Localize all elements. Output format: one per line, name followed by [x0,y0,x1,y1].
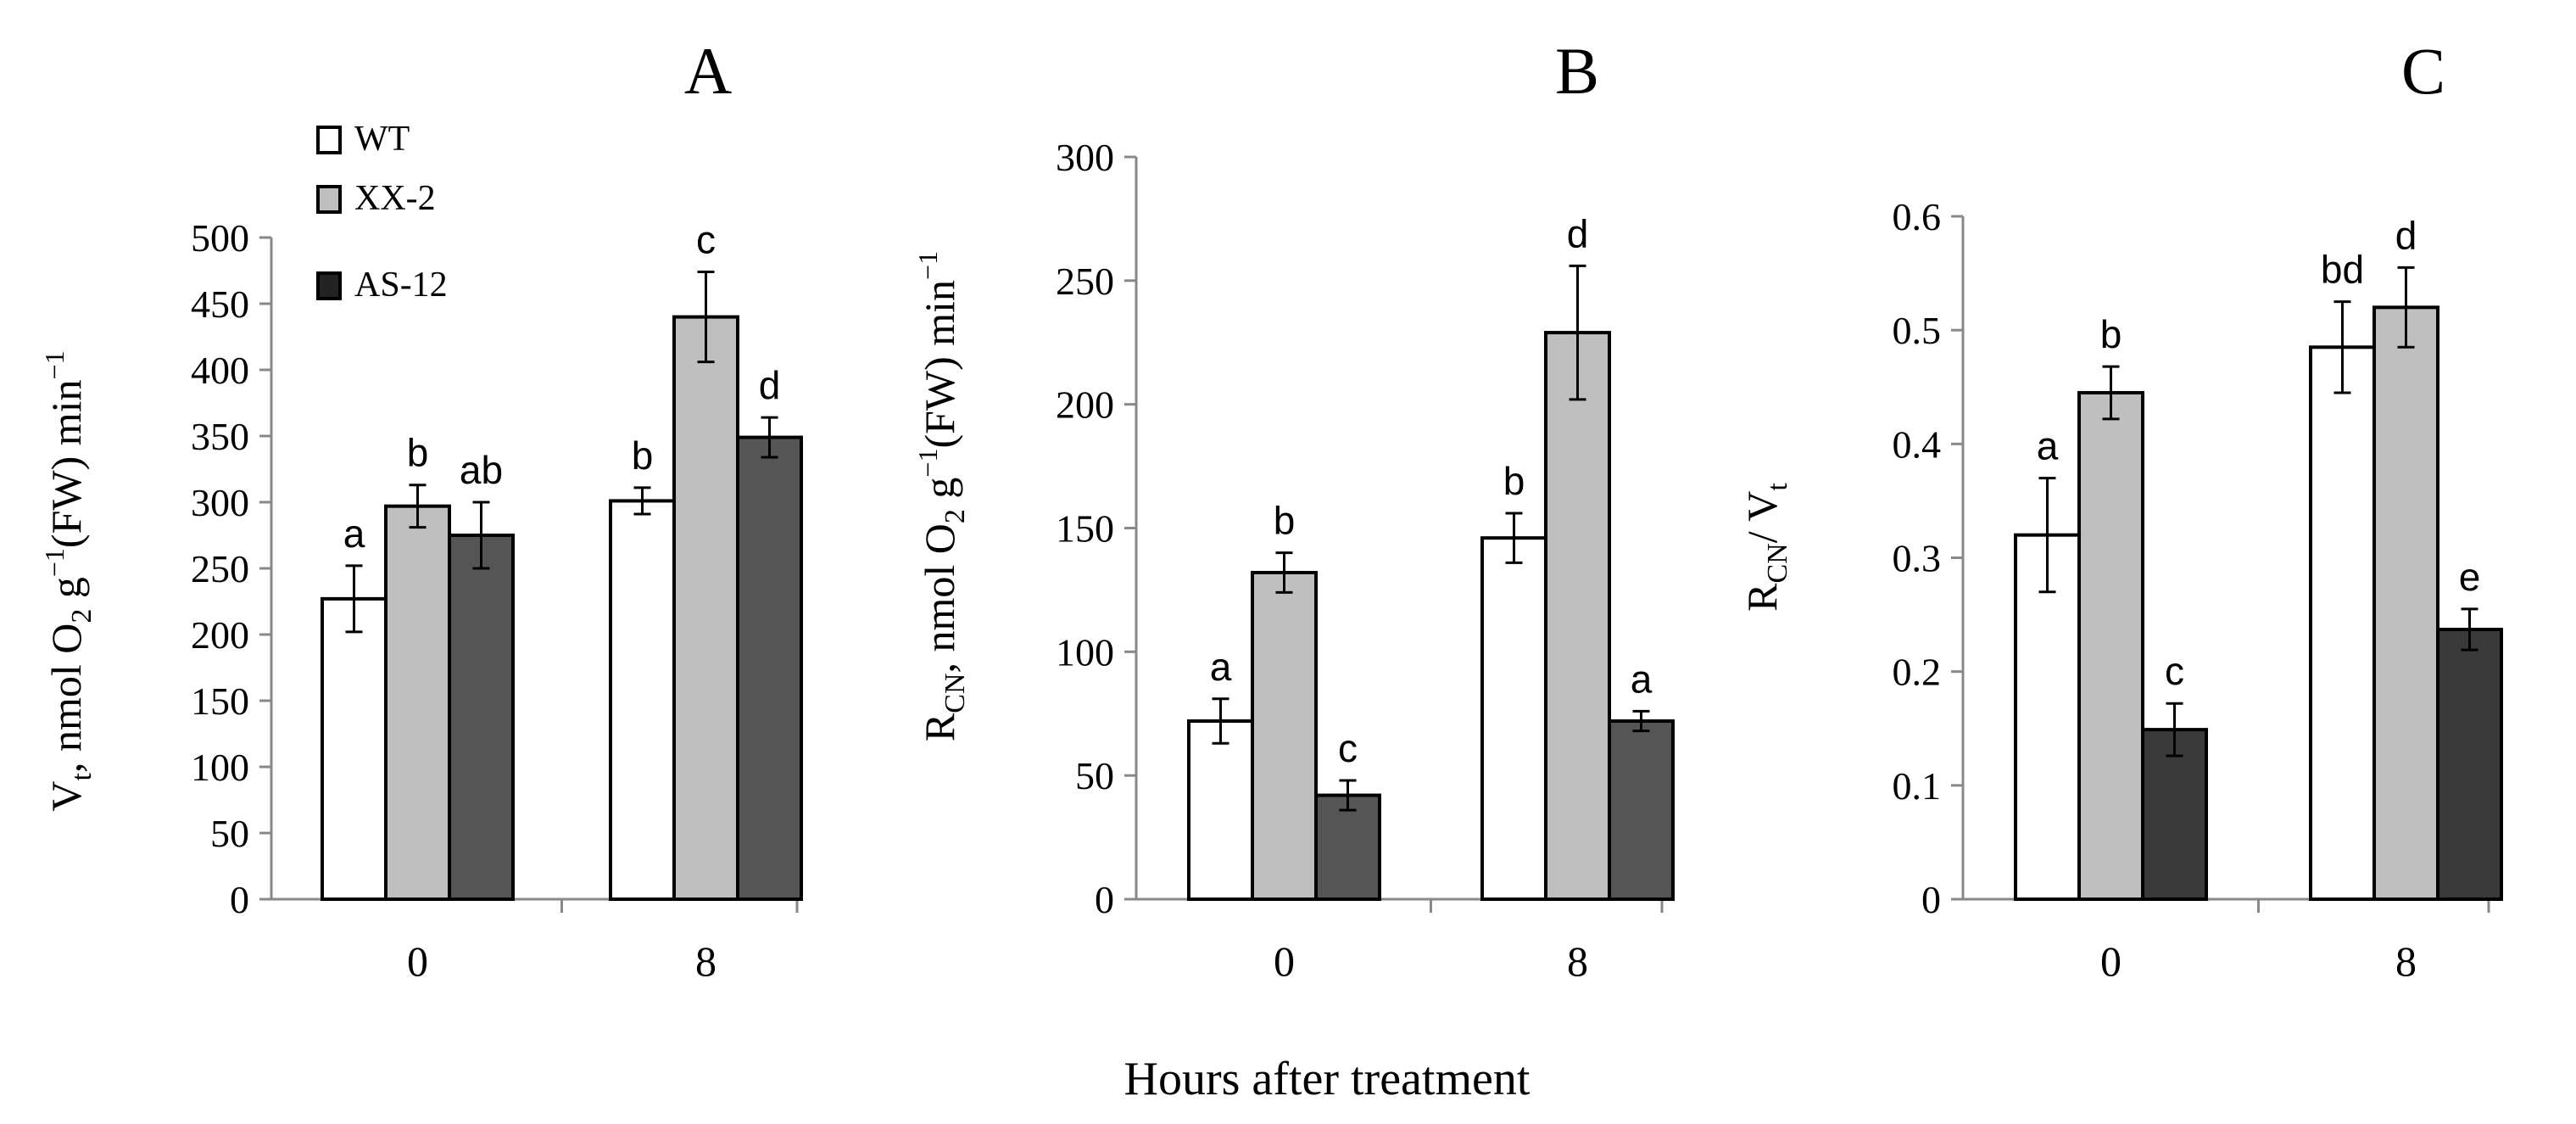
panel-b-xtick-label: 0 [1274,937,1295,985]
panel-b-xtick-label: 8 [1567,937,1588,985]
panel-a-xtick-label: 8 [695,937,716,985]
panel-b-significance-letter: a [1631,657,1653,701]
panel-b-bar-xx-2 [1251,571,1318,901]
panel-c-ytick-label: 0.1 [1893,764,1942,808]
panel-c-significance-letter: bd [2321,248,2364,292]
panel-a-bar-wt [609,499,676,901]
panel-b-bar-xx-2 [1544,331,1611,902]
panel-c-ytick-label: 0.3 [1893,537,1942,580]
panel-b-significance-letter: b [1274,499,1296,543]
panel-c-bar-as-12 [2141,728,2208,902]
panel-c-significance-letter: c [2165,649,2184,693]
panel-a-significance-letter: a [343,512,365,556]
x-axis-common-label: Hours after treatment [1124,1053,1531,1105]
legend: WT XX-2 AS-12 [316,120,448,305]
legend-swatch-xx2 [316,185,342,214]
panel-a-ylabel: Vt, nmol O2 g−1(FW) min−1 [39,350,98,811]
panel-b-ytick-label: 150 [1056,507,1114,551]
panel-a-significance-letter: d [759,363,781,407]
legend-swatch-wt [316,126,342,154]
panel-b-ytick-label: 300 [1056,136,1114,179]
legend-label-xx2: XX-2 [354,179,436,218]
panel-a-significance-letter: b [407,431,429,475]
panel-a-bar-as-12 [448,534,515,901]
legend-label-wt: WT [354,120,410,159]
panel-b-ytick-label: 200 [1056,383,1114,427]
legend-label-as12: AS-12 [354,266,448,305]
panel-b-significance-letter: c [1338,726,1358,770]
panel-a-significance-letter: b [632,433,654,478]
panel-a-bar-xx-2 [384,504,451,901]
panel-b-bar-wt [1480,536,1547,902]
panel-a-bar-xx-2 [672,315,739,902]
panel-a-ytick-label: 300 [191,481,249,524]
panel-c-significance-letter: b [2100,312,2122,356]
panel-b-significance-letter: b [1503,459,1525,503]
panel-a-ytick-label: 0 [230,878,249,921]
panel-c-xtick-label: 0 [2100,937,2122,985]
panel-c-significance-letter: e [2459,555,2481,599]
panel-c-ytick-label: 0.4 [1893,422,1942,466]
panel-b-bar-as-12 [1608,719,1675,901]
panel-a-ytick-label: 100 [191,746,249,789]
panel-c-bar-xx-2 [2372,305,2439,902]
panel-c-title: C [2401,34,2445,108]
panel-b-ylabel: RCN, nmol O2 g−1(FW) min−1 [912,251,971,741]
panel-a-ytick-label: 200 [191,613,249,657]
panel-c-bar-xx-2 [2077,390,2144,902]
panel-a-ytick-label: 350 [191,415,249,458]
panel-a-bar-as-12 [736,435,803,901]
panel-b-ytick-label: 100 [1056,630,1114,674]
panel-b-ytick-label: 0 [1095,878,1114,921]
panel-c-ytick-label: 0.6 [1893,195,1942,238]
panel-c-ytick-label: 0.5 [1893,309,1942,352]
panel-c-ylabel: RCN/ Vt [1738,483,1793,612]
panel-a-title: A [684,34,732,108]
panel-c-bar-as-12 [2436,628,2503,902]
panel-a-ytick-label: 450 [191,282,249,326]
panel-c-xtick-label: 8 [2395,937,2417,985]
panel-b-significance-letter: a [1210,645,1232,689]
panel-c-ytick-label: 0.2 [1893,651,1942,694]
panel-c-bar-wt [2309,345,2376,901]
panel-b-bar-as-12 [1314,793,1381,901]
panel-b-bar-wt [1187,719,1254,901]
panel-c-ytick-label: 0 [1921,878,1941,921]
panel-c-bar-wt [2014,533,2081,902]
panel-a-ytick-label: 50 [210,812,249,855]
panel-b-title: B [1555,34,1599,108]
panel-a-significance-letter: c [696,218,716,262]
panel-b-ytick-label: 50 [1075,754,1114,797]
panel-a-xtick-label: 0 [407,937,428,985]
panel-c-significance-letter: a [2037,424,2059,468]
panel-a-significance-letter: ab [460,448,503,492]
legend-swatch-as12 [316,271,342,300]
panel-a-ytick-label: 400 [191,349,249,392]
panel-a-bar-wt [321,596,388,901]
panel-b-significance-letter: d [1567,211,1589,255]
panel-c-significance-letter: d [2395,213,2417,257]
panel-b-ytick-label: 250 [1056,260,1114,303]
panel-a-ytick-label: 250 [191,547,249,590]
panel-a-ytick-label: 150 [191,679,249,723]
panel-a-ytick-label: 500 [191,216,249,260]
